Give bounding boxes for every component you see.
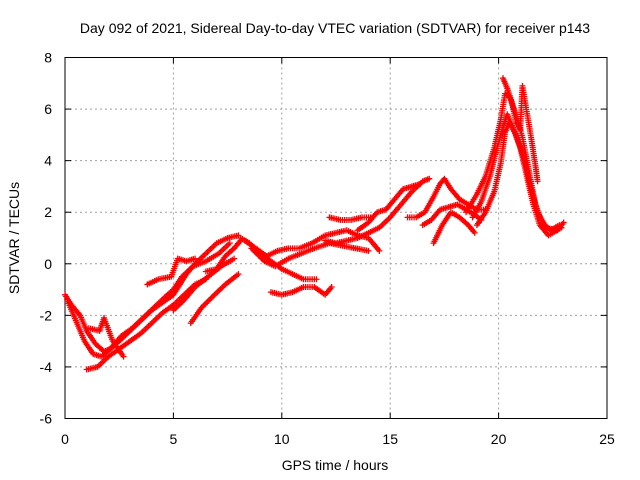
data-point [560,219,567,226]
series-arc-4 [85,314,127,360]
data-point [417,180,424,187]
data-points [62,75,567,373]
series-arc-3 [83,276,209,373]
series-arc-15 [354,180,424,234]
chart-title: Day 092 of 2021, Sidereal Day-to-day VTE… [80,20,590,36]
data-point [205,297,212,304]
series-arc-5 [144,255,199,288]
data-point [426,175,433,182]
x-axis-label: GPS time / hours [282,457,389,473]
series-arc-8 [202,237,244,275]
y-tick-label: -4 [40,359,53,375]
data-point [204,298,211,305]
series-arc-22 [499,75,541,185]
x-tick-label: 25 [599,431,615,447]
data-point [471,229,478,236]
y-tick-label: 8 [44,50,52,66]
x-tick-label: 15 [382,431,398,447]
data-point [210,293,217,300]
grid-lines [65,57,607,419]
data-point [235,271,242,278]
series-arc-21 [473,118,567,234]
y-axis-label: SDTVAR / TECUs [6,182,22,294]
data-point [376,247,383,254]
x-tick-label: 0 [61,431,69,447]
plot-frame [64,57,608,419]
data-point [231,255,238,262]
data-point [534,178,541,185]
y-tick-label: -6 [40,411,53,427]
data-point [192,255,199,262]
series-arc-14 [326,214,374,223]
data-point [208,294,215,301]
y-tick-label: 0 [44,256,52,272]
x-tick-labels: 0 5 10 15 20 25 [61,431,615,447]
series-arc-18 [430,209,478,247]
y-tick-label: -2 [40,307,53,323]
data-point [207,296,214,303]
y-tick-labels: -6 -4 -2 0 2 4 6 8 [40,50,53,427]
series-arc-10 [241,227,383,260]
data-point [226,240,233,247]
series-arc-12 [267,283,335,298]
x-tick-label: 20 [491,431,507,447]
data-point [328,283,335,290]
data-point [313,276,320,283]
y-tick-label: 4 [44,153,52,169]
data-point [365,247,372,254]
data-point [202,300,209,307]
axis-ticks [64,57,608,419]
data-point [201,301,208,308]
x-tick-label: 10 [274,431,290,447]
y-tick-label: 2 [44,204,52,220]
series-arc-6 [187,271,242,327]
series-arc-2 [64,240,233,360]
x-tick-label: 5 [170,431,178,447]
y-tick-label: 6 [44,101,52,117]
data-point [120,353,127,360]
